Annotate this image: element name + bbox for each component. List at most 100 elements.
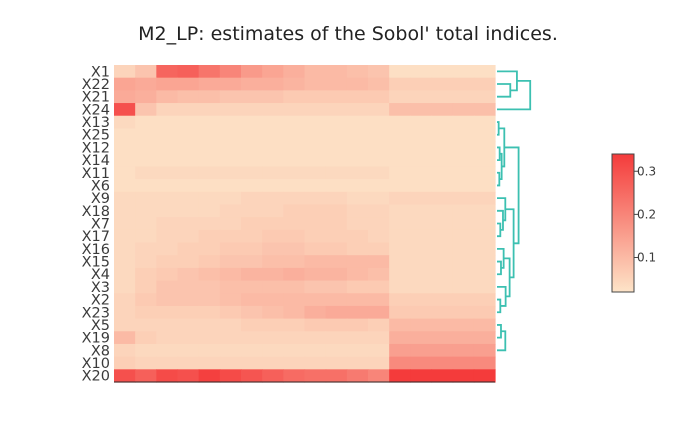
heatmap-cell [346, 229, 369, 244]
heatmap-cell [325, 141, 348, 155]
dendrogram-link [497, 222, 502, 238]
heatmap-cell [156, 77, 179, 91]
heatmap-cell [262, 141, 284, 155]
heatmap-cell [368, 90, 390, 104]
heatmap-cell [452, 229, 475, 244]
heatmap-cell [304, 293, 327, 307]
heatmap-cell [219, 153, 242, 168]
heatmap-cell [241, 166, 263, 180]
heatmap-cell [368, 103, 390, 117]
heatmap-cell [241, 141, 263, 155]
heatmap-cell [473, 229, 496, 244]
row-label: X8 [91, 343, 110, 359]
heatmap-cell [219, 115, 242, 129]
heatmap-cell [198, 293, 221, 307]
heatmap-cell [389, 77, 411, 91]
heatmap-cell [241, 204, 263, 218]
heatmap-cell [114, 179, 136, 193]
heatmap-cell [325, 280, 348, 294]
heatmap-cell [135, 191, 157, 206]
heatmap-cell [156, 318, 179, 332]
row-label: X19 [82, 331, 110, 347]
heatmap-cell [283, 141, 306, 155]
heatmap-cell [304, 217, 327, 231]
dendrogram-link [497, 121, 500, 136]
heatmap-cell [198, 280, 221, 294]
row-label: X22 [82, 77, 110, 93]
heatmap-cell [389, 356, 411, 370]
heatmap-cell [135, 115, 157, 129]
heatmap-cell [135, 128, 157, 142]
row-label: X1 [91, 64, 110, 80]
heatmap-cells [114, 65, 496, 383]
heatmap-cell [177, 153, 200, 168]
heatmap-cell [304, 267, 327, 282]
heatmap-cell [304, 115, 327, 129]
heatmap-cell [304, 65, 327, 79]
heatmap-cell [368, 242, 390, 256]
heatmap-cell [389, 217, 411, 231]
heatmap-cell [177, 293, 200, 307]
heatmap-cell [241, 280, 263, 294]
heatmap-cell [283, 242, 306, 256]
row-label: X25 [82, 128, 110, 144]
heatmap-cell [431, 90, 454, 104]
heatmap-cell [283, 115, 306, 129]
heatmap-cell [177, 280, 200, 294]
heatmap-cell [135, 217, 157, 231]
heatmap-cell [156, 229, 179, 244]
heatmap-cell [473, 331, 496, 345]
heatmap-cell [389, 229, 411, 244]
heatmap-cell [219, 217, 242, 231]
row-label: X12 [82, 140, 110, 156]
heatmap-cell [431, 280, 454, 294]
heatmap-cell [410, 115, 433, 129]
heatmap-cell [114, 90, 136, 104]
heatmap-cell [135, 318, 157, 332]
heatmap-cell [304, 318, 327, 332]
row-label: X18 [82, 204, 110, 220]
dendrogram-link [497, 83, 512, 98]
heatmap-cell [241, 77, 263, 91]
heatmap-cell [410, 77, 433, 91]
heatmap-cell [262, 293, 284, 307]
heatmap-cell [114, 204, 136, 218]
heatmap-cell [410, 242, 433, 256]
heatmap-cell [156, 65, 179, 79]
heatmap-cell [368, 356, 390, 370]
heatmap-cell [198, 103, 221, 117]
dendrogram-link [497, 286, 507, 307]
heatmap-cell [114, 153, 136, 168]
heatmap-cell [473, 204, 496, 218]
heatmap-cell [262, 305, 284, 320]
heatmap-cell [135, 229, 157, 244]
heatmap-cell [431, 179, 454, 193]
heatmap-cell [389, 305, 411, 320]
heatmap-cell [368, 128, 390, 142]
heatmap-cell [241, 65, 263, 79]
heatmap-cell [283, 179, 306, 193]
heatmap-cell [219, 369, 242, 383]
heatmap-cell [219, 267, 242, 282]
row-label: X24 [82, 102, 110, 118]
heatmap-cell [452, 65, 475, 79]
heatmap-cell [198, 229, 221, 244]
heatmap-cell [156, 331, 179, 345]
heatmap-cell [431, 65, 454, 79]
heatmap-cell [219, 128, 242, 142]
heatmap-cell [389, 115, 411, 129]
row-label: X16 [82, 242, 110, 258]
heatmap-cell [368, 305, 390, 320]
heatmap-cell [219, 242, 242, 256]
heatmap-cell [452, 331, 475, 345]
heatmap-cell [473, 267, 496, 282]
heatmap-cell [219, 65, 242, 79]
heatmap-cell [156, 369, 179, 383]
colorbar-tick-label: 0.2 [637, 207, 656, 221]
heatmap-cell [346, 179, 369, 193]
heatmap-cell [177, 65, 200, 79]
heatmap-cell [198, 267, 221, 282]
heatmap-cell [410, 90, 433, 104]
heatmap-cell [283, 65, 306, 79]
